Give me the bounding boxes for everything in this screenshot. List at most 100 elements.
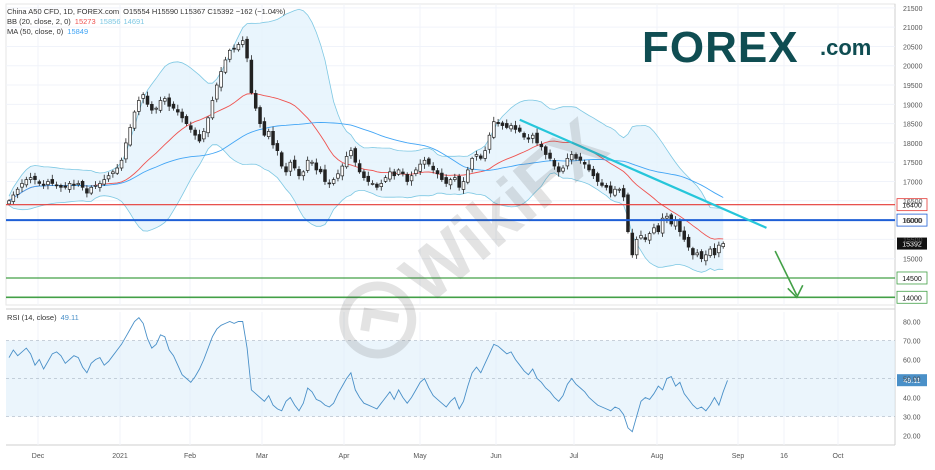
candle-body-down [401,171,405,175]
rsi-tick-label: 60.00 [903,358,921,365]
candle-body-up [461,181,466,190]
candle-body-down [591,168,596,177]
candle [617,187,622,193]
candle [193,127,197,140]
candle-body-up [76,183,81,186]
candle [470,156,474,173]
candle [28,172,33,184]
rsi-last-box [897,374,927,387]
candle-body-up [163,98,167,102]
candle-body-up [119,159,124,169]
candle [487,132,492,154]
candle [171,101,176,111]
candle [440,168,444,182]
candle-body-up [132,111,137,129]
candle [518,124,522,133]
candle [444,174,448,187]
candle [366,171,371,186]
candle-body-down [50,179,55,184]
candle-body-down [258,107,262,124]
candle-body-up [647,233,652,241]
candle [600,179,604,188]
candle-body-down [578,156,583,161]
candle-body-up [46,181,50,186]
candle [569,151,574,165]
candle-body-down [392,171,396,177]
candle-body-down [479,155,483,159]
candle [401,168,405,177]
candle-body-up [492,121,496,138]
candle [85,185,89,198]
candle [232,44,236,53]
candle [275,140,280,156]
candle-body-down [59,185,63,188]
price-tick-label: 21500 [903,6,923,13]
candle [11,191,16,205]
candle-body-down [496,122,500,124]
candle-body-down [375,183,379,188]
descending-trendline[interactable] [519,118,767,229]
candle-body-down [643,237,648,240]
candle-body-down [63,185,68,188]
candle-body-up [236,44,241,51]
candle-body-down [292,159,297,169]
candle [522,131,526,140]
candle [492,116,496,140]
candle-body-up [137,100,141,112]
candle-body-up [565,158,570,167]
candle [284,162,288,176]
candle [582,159,587,169]
candle-body-down [327,182,332,185]
candle-body-up [370,183,375,185]
candle [535,128,539,146]
candle-body-up [561,167,565,172]
candle [647,231,652,245]
candle [189,121,193,133]
candle-body-up [487,134,492,150]
candle-body-up [414,169,418,174]
candle [565,153,570,170]
candle [340,163,345,181]
candle [305,156,310,173]
brand-logo[interactable]: FOREX .com [642,23,871,72]
candle-body-down [656,225,661,233]
candle-body-down [318,168,323,173]
candle-body-down [630,232,635,256]
candle-body-up [634,239,639,256]
candle [197,129,202,144]
candle [721,241,725,249]
candle-body-up [154,107,158,110]
candle [539,141,544,151]
candle-body-down [150,103,154,111]
ma-50-line [8,122,724,202]
watermark-mark-icon [360,307,400,332]
price-tick-label: 21000 [903,25,923,32]
candle [336,169,340,182]
candle-body-down [427,158,431,165]
time-tick-label: 16 [780,453,788,460]
candle [301,170,306,181]
level-label-box-support-2 [896,290,928,304]
candle-body-down [54,184,59,187]
candle [163,96,167,105]
candle [202,128,206,143]
candle [314,158,319,175]
price-tick-label: 19500 [903,83,923,90]
candle [258,105,262,128]
candle [271,126,275,149]
last-price-label: 15392 [902,242,922,249]
brand-logo-suffix: .com [820,35,871,60]
projection-arrow-shaft[interactable] [774,250,798,296]
price-tick-label: 16000 [903,218,923,225]
candle [63,182,68,190]
candle-body-down [323,169,327,182]
candle-body-up [569,154,574,161]
candle [621,184,626,202]
candle-body-down [41,183,46,186]
bollinger-bands [8,8,724,273]
candle [266,128,271,140]
level-label-box-pivot [896,213,928,227]
candle-body-up [396,169,401,175]
candle [292,155,297,171]
